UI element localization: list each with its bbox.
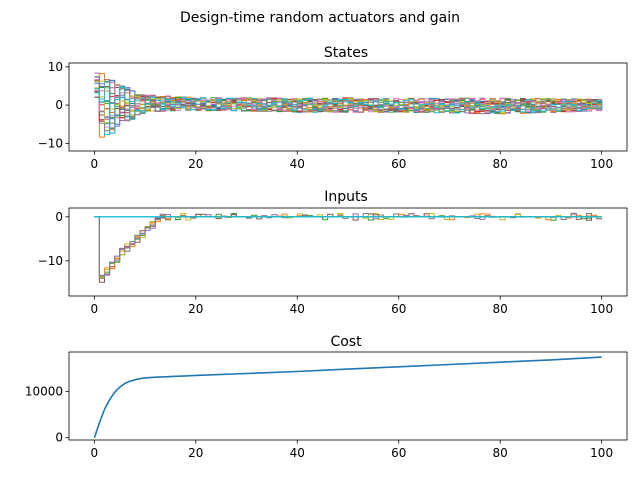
states-axes: States 0 20 40 60 80 100 −10 0 10 [38, 45, 628, 171]
x-tick-label: 80 [493, 446, 508, 460]
axes-frame [68, 62, 628, 152]
x-tick-label: 40 [290, 157, 305, 171]
cost-axes: Cost 0 20 40 60 80 100 0 10000 [25, 334, 628, 460]
input-series-line [94, 213, 602, 277]
plot-area [94, 72, 603, 138]
input-series-line [94, 213, 602, 276]
input-series-line [94, 213, 602, 279]
x-tick-label: 80 [493, 302, 508, 316]
x-tick-label: 60 [391, 446, 406, 460]
x-tick-label: 40 [290, 302, 305, 316]
x-tick-label: 0 [91, 157, 99, 171]
x-tick-label: 100 [590, 446, 613, 460]
inputs-title: Inputs [324, 189, 368, 205]
y-tick-label: −10 [38, 136, 63, 150]
y-tick-label: 10 [48, 60, 63, 74]
x-tick-label: 100 [590, 302, 613, 316]
x-tick-label: 60 [391, 157, 406, 171]
x-tick-label: 80 [493, 157, 508, 171]
figure-title: Design-time random actuators and gain [180, 10, 460, 26]
input-series-line [94, 212, 603, 278]
cost-title: Cost [330, 334, 362, 350]
y-tick-label: 0 [55, 431, 63, 445]
axes-frame [68, 351, 628, 441]
axes-frame [68, 207, 628, 297]
input-series-line [94, 213, 602, 279]
x-tick-label: 60 [391, 302, 406, 316]
cost-line [93, 356, 602, 438]
input-series-line [94, 212, 603, 283]
states-title: States [324, 45, 368, 61]
x-tick-label: 0 [91, 302, 99, 316]
y-tick-label: 0 [55, 98, 63, 112]
plot-area [93, 356, 602, 438]
x-tick-label: 40 [290, 446, 305, 460]
y-tick-label: 10000 [25, 384, 63, 398]
x-tick-label: 20 [188, 157, 203, 171]
x-tick-label: 0 [91, 446, 99, 460]
inputs-axes: Inputs 0 20 40 60 80 100 −10 0 [38, 189, 628, 316]
y-tick-label: −10 [38, 254, 63, 268]
state-series-line [94, 81, 603, 134]
y-tick-label: 0 [55, 210, 63, 224]
plot-area [94, 212, 603, 283]
x-tick-label: 100 [590, 157, 613, 171]
x-tick-label: 20 [188, 446, 203, 460]
x-tick-label: 20 [188, 302, 203, 316]
